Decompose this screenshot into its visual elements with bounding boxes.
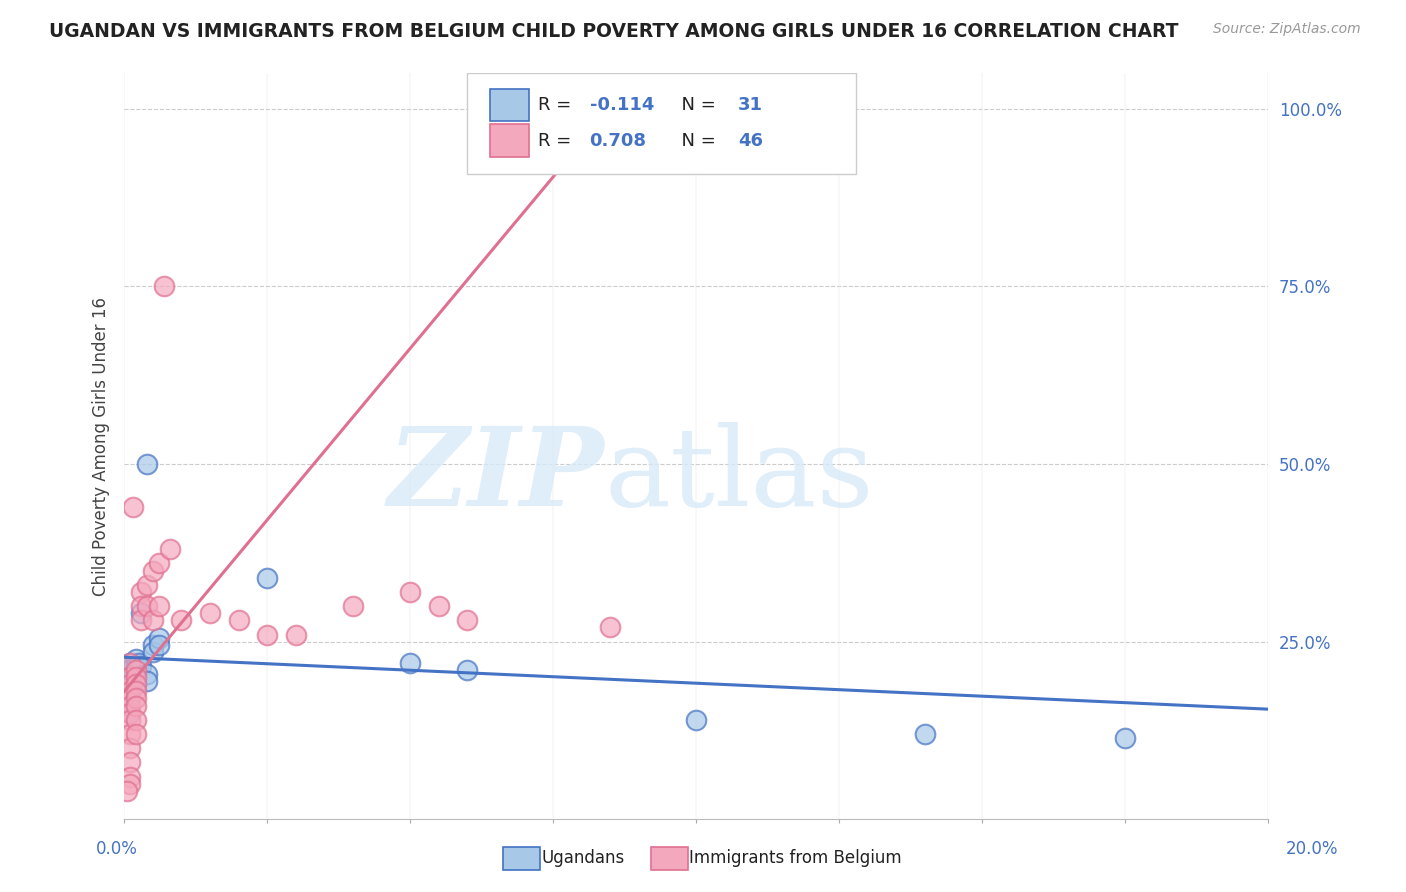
Point (124, 659, 146, 673)
Point (128, 656, 150, 670)
Point (118, 698, 141, 713)
Point (118, 688, 141, 702)
Point (170, 613, 193, 627)
Point (399, 585, 422, 599)
Point (118, 727, 141, 741)
Point (118, 656, 141, 670)
Point (513, 109, 536, 123)
Text: Ugandans: Ugandans (541, 849, 624, 867)
Point (118, 684, 141, 698)
Y-axis label: Child Poverty Among Girls Under 16: Child Poverty Among Girls Under 16 (93, 297, 110, 596)
Point (131, 599, 153, 613)
Point (124, 677, 146, 691)
Point (136, 673, 159, 688)
Point (142, 638, 165, 652)
FancyBboxPatch shape (467, 73, 856, 174)
Point (399, 656, 422, 670)
Text: R =: R = (538, 132, 576, 150)
Point (136, 666, 159, 681)
Point (148, 557, 170, 571)
Point (342, 599, 364, 613)
Point (131, 613, 153, 627)
Point (121, 659, 143, 673)
Point (118, 756, 141, 770)
Text: 0.708: 0.708 (589, 132, 647, 150)
Point (124, 670, 146, 684)
Point (124, 713, 146, 727)
Point (118, 663, 141, 677)
Point (118, 777, 141, 791)
Point (118, 656, 141, 670)
Point (124, 684, 146, 698)
Point (142, 613, 165, 627)
Text: Immigrants from Belgium: Immigrants from Belgium (689, 849, 901, 867)
Point (599, 620, 621, 634)
Point (124, 698, 146, 713)
Text: -0.114: -0.114 (589, 96, 654, 114)
Text: R =: R = (538, 96, 576, 114)
Point (124, 670, 146, 684)
Point (148, 638, 170, 652)
Point (148, 631, 170, 645)
Point (118, 677, 141, 691)
Point (124, 691, 146, 706)
Point (124, 663, 146, 677)
Point (256, 627, 278, 641)
Point (124, 727, 146, 741)
Point (142, 564, 165, 578)
Point (131, 659, 153, 673)
Point (124, 652, 146, 666)
Point (118, 706, 141, 720)
Point (121, 500, 143, 514)
Text: ZIP: ZIP (388, 422, 605, 530)
Point (124, 677, 146, 691)
Point (118, 684, 141, 698)
FancyBboxPatch shape (491, 125, 529, 157)
Point (159, 542, 181, 557)
Point (118, 741, 141, 756)
Text: 31: 31 (738, 96, 763, 114)
Text: N =: N = (669, 132, 721, 150)
Text: Source: ZipAtlas.com: Source: ZipAtlas.com (1213, 22, 1361, 37)
Point (284, 627, 307, 641)
Text: UGANDAN VS IMMIGRANTS FROM BELGIUM CHILD POVERTY AMONG GIRLS UNDER 16 CORRELATIO: UGANDAN VS IMMIGRANTS FROM BELGIUM CHILD… (49, 22, 1178, 41)
Point (118, 713, 141, 727)
Point (456, 613, 478, 627)
Point (198, 606, 221, 620)
Point (118, 691, 141, 706)
Point (136, 578, 159, 592)
Point (115, 784, 138, 798)
Point (153, 279, 176, 293)
Point (131, 585, 153, 599)
Point (1114, 731, 1136, 745)
Text: atlas: atlas (605, 423, 875, 530)
Point (131, 606, 153, 620)
Point (121, 666, 143, 681)
Point (256, 571, 278, 585)
Point (914, 727, 936, 741)
Point (136, 457, 159, 471)
Text: 46: 46 (738, 132, 763, 150)
FancyBboxPatch shape (491, 88, 529, 121)
Point (118, 670, 141, 684)
Point (118, 677, 141, 691)
Point (685, 713, 707, 727)
Point (136, 599, 159, 613)
Point (118, 698, 141, 713)
Point (427, 599, 450, 613)
Point (228, 613, 250, 627)
Text: N =: N = (669, 96, 721, 114)
Point (118, 691, 141, 706)
Point (118, 706, 141, 720)
Point (148, 599, 170, 613)
Text: 0.0%: 0.0% (96, 840, 138, 858)
Point (456, 663, 478, 677)
Point (118, 670, 141, 684)
Point (142, 645, 165, 659)
Point (118, 770, 141, 784)
Text: 20.0%: 20.0% (1286, 840, 1339, 858)
